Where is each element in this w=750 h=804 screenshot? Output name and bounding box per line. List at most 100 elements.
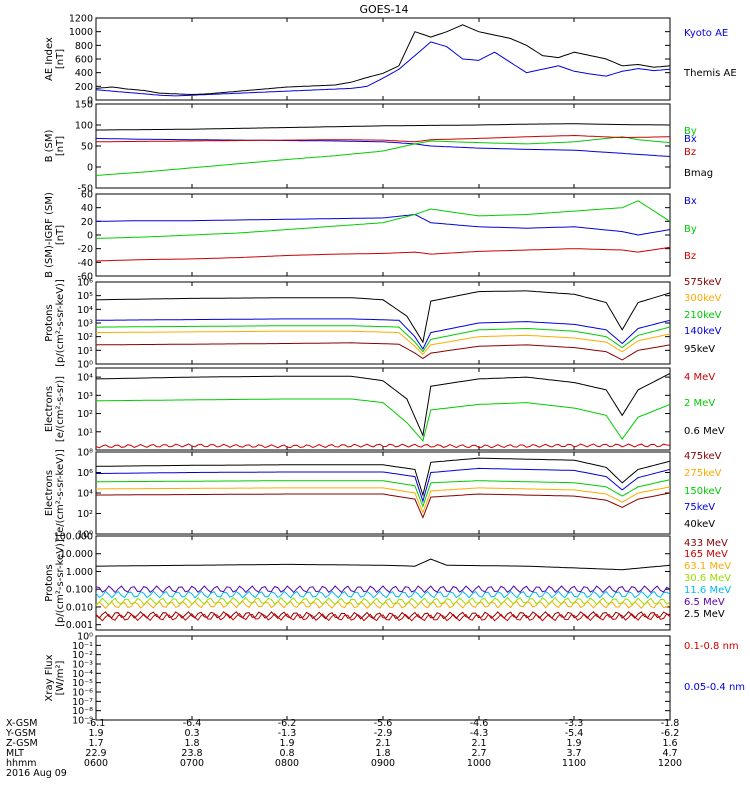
orbit-row-label: Z-GSM xyxy=(6,738,38,749)
y-tick-label: 600 xyxy=(75,55,93,66)
legend-entry: 11.6 MeV xyxy=(684,585,731,596)
panel-frame xyxy=(95,17,671,101)
legend-entry: 4 MeV xyxy=(684,372,715,383)
y-tick-label: 10⁵ xyxy=(77,291,93,302)
legend-entry: 575keV xyxy=(684,277,722,288)
y-tick-label: 60 xyxy=(81,190,93,201)
orbit-value: 2.1 xyxy=(375,738,390,749)
orbit-value: -2.9 xyxy=(374,728,393,739)
orbit-value: 1.9 xyxy=(88,728,103,739)
y-tick-label: 10⁻⁸ xyxy=(72,706,93,717)
legend-entry: 0.1-0.8 nm xyxy=(684,641,739,652)
legend-entry: 275keV xyxy=(684,468,722,479)
series-line-electrons2-4 xyxy=(95,457,671,497)
series-line-bigrf-0 xyxy=(96,213,671,236)
y-tick-label: 0 xyxy=(87,96,93,107)
orbit-value: 1.7 xyxy=(88,738,103,749)
legend-entry: 300keV xyxy=(684,293,722,304)
legend-entry: 210keV xyxy=(684,310,722,321)
orbit-value: 0700 xyxy=(180,758,204,769)
y-tick-label: 0 xyxy=(87,231,93,242)
y-tick-label: 10⁴ xyxy=(77,305,93,316)
panel-electrons1: 10¹ 10² 10³ 10⁴ Electrons[e/(cm²-s-sr)] 4 MeV… xyxy=(44,367,725,451)
legend-entry: 0.6 MeV xyxy=(684,426,725,437)
orbit-value: 0600 xyxy=(84,758,108,769)
series-line-bigrf-2 xyxy=(95,246,671,262)
panel-ae: 0 200 400 600 800 1000 1200 AE Index[nT] Kyoto A… xyxy=(44,14,737,107)
y-axis-label: B (SM)-IGRF (SM)[nT] xyxy=(44,192,66,278)
series-line-ae-1 xyxy=(95,24,671,96)
series-line-protons2-0 xyxy=(95,610,671,620)
y-tick-label: 10⁻² xyxy=(72,650,93,661)
y-tick-label: 10² xyxy=(77,509,93,520)
orbit-row-label: MLT xyxy=(6,748,24,759)
legend-entry: 30.6 MeV xyxy=(684,573,731,584)
legend-entry: Bmag xyxy=(684,168,713,179)
legend-entry: Kyoto AE xyxy=(684,28,728,39)
y-tick-label: 10⁶ xyxy=(77,278,93,289)
legend-entry: 150keV xyxy=(684,486,722,497)
y-axis-label: Xray Flux[W/m²] xyxy=(44,654,66,701)
legend-entry: Themis AE xyxy=(683,68,737,79)
orbit-value: 1.6 xyxy=(662,738,677,749)
series-line-protons-1 xyxy=(95,330,671,356)
series-line-bigrf-1 xyxy=(95,200,671,239)
y-axis-label: AE Index[nT] xyxy=(44,37,66,81)
series-line-protons2-4 xyxy=(95,590,671,599)
orbit-row-label: X-GSM xyxy=(6,718,37,729)
legend-entry: Bz xyxy=(684,147,696,158)
y-tick-label: 10⁶ xyxy=(77,468,93,479)
orbit-value: 1.9 xyxy=(279,738,294,749)
y-tick-label: 10⁰ xyxy=(77,632,93,643)
orbit-value: 23.8 xyxy=(181,748,202,759)
y-tick-label: 10⁰ xyxy=(77,360,93,371)
panel-frame xyxy=(95,281,671,365)
series-line-bsm-1 xyxy=(95,136,671,176)
orbit-value: 1.8 xyxy=(184,738,199,749)
y-tick-label: 10⁰ xyxy=(77,530,93,541)
y-tick-label: 10⁻¹ xyxy=(72,641,93,652)
series-line-bsm-3 xyxy=(96,123,670,131)
series-line-electrons1-1 xyxy=(96,398,671,442)
legend-entry: 2.5 MeV xyxy=(684,609,725,620)
panel-frame xyxy=(95,103,671,189)
series-line-protons2-3 xyxy=(95,596,671,606)
orbit-value: -3.3 xyxy=(565,718,584,729)
orbit-value: 0.8 xyxy=(279,748,294,759)
orbit-value: 2.1 xyxy=(471,738,486,749)
legend-entry: 140keV xyxy=(684,326,722,337)
y-tick-label: 10⁻⁹ xyxy=(72,716,93,727)
y-tick-label: 800 xyxy=(75,41,93,52)
legend-entry: 6.5 MeV xyxy=(684,597,725,608)
series-line-electrons1-0 xyxy=(95,443,671,449)
panel-bigrf: -60 -40 -20 0 20 40 60 B (SM)-IGRF (SM)[nT] Bx By… xyxy=(44,190,697,283)
orbit-value: 2.7 xyxy=(471,748,486,759)
y-tick-label: 10³ xyxy=(77,319,93,330)
panel-electrons2: 10⁰ 10² 10⁴ 10⁶ 10⁸ Electrons[e/(cm²-s-sr-keV… xyxy=(44,448,722,541)
y-axis-label: Protons[p/(cm²-s-sr-keV)] xyxy=(44,279,66,367)
orbit-row-label: hhmm xyxy=(6,758,37,769)
y-tick-label: 10⁻⁵ xyxy=(72,678,93,689)
y-axis-label: B (SM)[nT] xyxy=(44,129,66,162)
orbit-value: -4.6 xyxy=(470,718,489,729)
y-tick-label: 20 xyxy=(81,217,93,228)
orbit-value: -4.3 xyxy=(470,728,489,739)
series-line-protons2-1 xyxy=(95,612,671,622)
y-tick-label: 150 xyxy=(75,100,93,111)
orbit-value: 22.9 xyxy=(85,748,106,759)
y-axis-label: Electrons[e/(cm²-s-sr-keV)] xyxy=(44,449,66,537)
y-tick-label: 10³ xyxy=(77,391,93,402)
y-tick-label: 0.010 xyxy=(66,602,93,613)
y-tick-label: 10² xyxy=(77,332,93,343)
y-tick-label: 10⁴ xyxy=(77,489,93,500)
panel-protons2: 0.001 0.010 0.100 1.000 10.000 100.000Protons… xyxy=(44,532,731,632)
orbit-value: -5.6 xyxy=(374,718,393,729)
orbit-value: -1.8 xyxy=(661,718,680,729)
orbit-value: 1000 xyxy=(467,758,491,769)
series-line-electrons2-1 xyxy=(96,486,671,514)
series-line-protons-0 xyxy=(95,342,671,361)
y-tick-label: 1000 xyxy=(69,27,93,38)
